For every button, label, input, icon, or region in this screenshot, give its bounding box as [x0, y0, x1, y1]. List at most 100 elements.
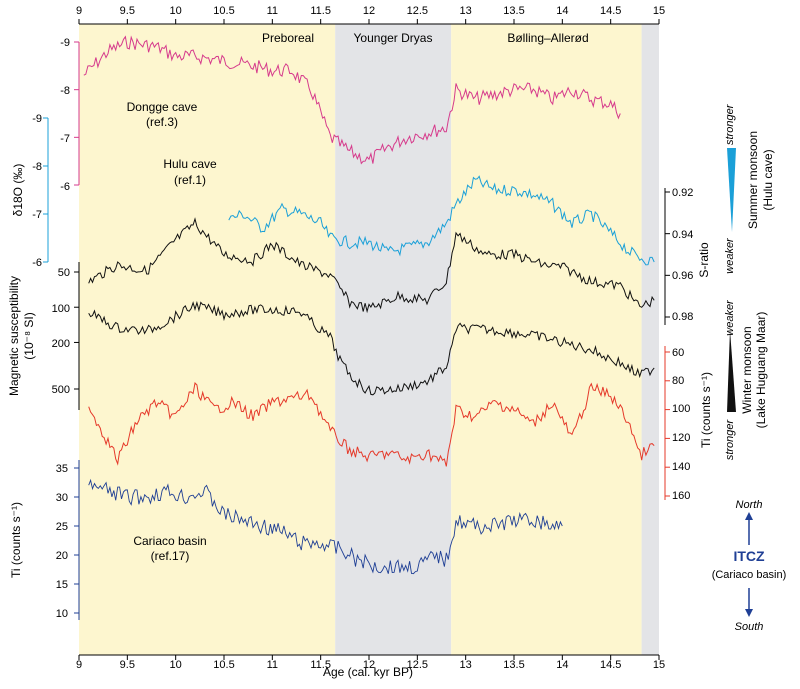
hulu-label: Hulu cave [163, 157, 217, 171]
dongge-label: Dongge cave [127, 100, 198, 114]
winter-stronger-label: stronger [724, 418, 736, 460]
sratio-tick-label: 0.98 [672, 311, 693, 323]
south-arrow-icon [745, 609, 753, 617]
hulu-ref: (ref.1) [174, 173, 206, 187]
series-line-ti_cariaco [88, 478, 563, 575]
itcz-sub: (Cariaco basin) [712, 569, 787, 581]
magnetic-axis-unit: (10⁻⁸ SI) [22, 312, 36, 359]
series-line-dongge [83, 35, 621, 165]
dongge-tick-label: -8 [60, 85, 70, 97]
dongge-axis: -9 -8 -7 -6 [60, 37, 80, 193]
series-line-hulu [228, 175, 655, 266]
magnetic-axis: 50 100 200 500 Magnetic susceptibility (… [7, 262, 80, 410]
x-tick-label-top: 12.5 [407, 5, 428, 17]
cariaco-label: Cariaco basin [133, 534, 206, 548]
period-label-bolling-allerod: Bølling–Allerød [507, 31, 588, 45]
x-tick-label-bottom: 14.5 [600, 659, 621, 671]
ti-lake-tick-label: 160 [672, 490, 690, 502]
x-axis-title: Age (cal. kyr BP) [323, 665, 413, 679]
series-line-ti_lake [88, 381, 655, 467]
x-tick-label-bottom: 11.5 [310, 659, 331, 671]
series-lines [43, 35, 670, 614]
period-label-preboreal: Preboreal [262, 31, 314, 45]
period-bands [79, 24, 659, 655]
x-tick-label-bottom: 11 [267, 659, 278, 671]
period-band [335, 24, 452, 655]
sratio-tick-label: 0.94 [672, 229, 693, 241]
ti-lake-tick-label: 100 [672, 403, 690, 415]
magnetic-tick-label: 500 [52, 384, 70, 396]
hulu-tick-label: -6 [32, 257, 42, 269]
x-tick-label-bottom: 14 [556, 659, 568, 671]
summer-monsoon-wedge [727, 148, 736, 232]
summer-monsoon-sub: (Hulu cave) [761, 149, 775, 210]
x-tick-label-top: 9 [76, 5, 82, 17]
itcz-south-label: South [735, 621, 764, 633]
x-tick-label-bottom: 12.5 [407, 659, 428, 671]
magnetic-tick-label: 200 [52, 338, 70, 350]
x-tick-label-bottom: 15 [653, 659, 665, 671]
north-arrow-icon [745, 512, 753, 520]
x-tick-label-top: 9.5 [120, 5, 135, 17]
hulu-tick-label: -7 [32, 209, 42, 221]
cariaco-tick-label: 30 [56, 492, 68, 504]
cariaco-tick-label: 15 [56, 579, 68, 591]
summer-monsoon-title: Summer monsoon [746, 131, 760, 229]
itcz-legend: North ITCZ (Cariaco basin) South [712, 499, 787, 633]
x-tick-label-top: 14.5 [600, 5, 621, 17]
sratio-tick-label: 0.96 [672, 270, 693, 282]
winter-monsoon-wedge [727, 330, 736, 412]
x-tick-label-top: 11 [267, 5, 278, 17]
dongge-tick-label: -9 [60, 37, 70, 49]
winter-monsoon-title: Winter monsoon [740, 326, 754, 413]
ti-lake-tick-label: 140 [672, 461, 690, 473]
ti-lake-axis-title: Ti (counts s⁻¹) [699, 372, 713, 448]
sratio-axis: 0.92 0.94 0.96 0.98 S-ratio [664, 187, 711, 325]
ti-lake-axis: 60 80 100 120 140 160 Ti (counts s⁻¹) [664, 346, 713, 502]
itcz-title: ITCZ [733, 548, 765, 564]
cariaco-tick-label: 25 [56, 521, 68, 533]
period-band [641, 24, 659, 655]
hulu-tick-label: -8 [32, 161, 42, 173]
cariaco-ref: (ref.17) [151, 549, 190, 563]
x-tick-label-top: 13.5 [503, 5, 524, 17]
winter-weaker-label: weaker [724, 299, 736, 336]
cariaco-tick-label: 20 [56, 550, 68, 562]
cariaco-tick-label: 10 [56, 608, 68, 620]
x-tick-label-top: 10.5 [213, 5, 234, 17]
dongge-tick-label: -6 [60, 181, 70, 193]
period-band [79, 24, 336, 655]
summer-monsoon-legend: stronger weaker Summer monsoon (Hulu cav… [724, 103, 775, 273]
x-axis-ticks: 9 9 9.5 9.5 10 10 10.5 10.5 11 11 11.5 11.5 12 12 12.5… [76, 5, 665, 671]
d18o-axis-title: δ18O (‰) [11, 164, 25, 217]
x-tick-label-bottom: 9 [76, 659, 82, 671]
itcz-north-label: North [736, 499, 763, 511]
dongge-tick-label: -7 [60, 133, 70, 145]
sratio-axis-title: S-ratio [697, 242, 711, 278]
x-tick-label-bottom: 13.5 [503, 659, 524, 671]
winter-monsoon-legend: weaker stronger Winter monsoon (Lake Hug… [724, 299, 768, 460]
x-tick-label-bottom: 10 [170, 659, 182, 671]
x-tick-label-top: 13 [460, 5, 472, 17]
x-tick-label-bottom: 10.5 [213, 659, 234, 671]
ti-lake-tick-label: 120 [672, 432, 690, 444]
x-tick-label-top: 10 [170, 5, 182, 17]
summer-weaker-label: weaker [724, 237, 736, 274]
x-tick-label-bottom: 9.5 [120, 659, 135, 671]
cariaco-tick-label: 35 [56, 463, 68, 475]
ti-lake-tick-label: 60 [672, 347, 684, 359]
cariaco-axis: 35 30 25 20 15 10 Ti (counts s⁻¹) [9, 460, 80, 620]
x-tick-label-top: 11.5 [310, 5, 331, 17]
sratio-tick-label: 0.92 [672, 187, 693, 199]
dongge-ref: (ref.3) [146, 115, 178, 129]
summer-stronger-label: stronger [724, 103, 736, 145]
series-line-magnetic [88, 300, 655, 396]
cariaco-axis-title: Ti (counts s⁻¹) [9, 502, 23, 578]
ti-lake-tick-label: 80 [672, 375, 684, 387]
magnetic-tick-label: 50 [58, 267, 70, 279]
hulu-tick-label: -9 [32, 113, 42, 125]
magnetic-axis-title: Magnetic susceptibility [7, 276, 21, 396]
winter-monsoon-sub: (Lake Huguang Maar) [754, 312, 768, 429]
period-label-younger-dryas: Younger Dryas [354, 31, 433, 45]
x-tick-label-bottom: 13 [460, 659, 472, 671]
